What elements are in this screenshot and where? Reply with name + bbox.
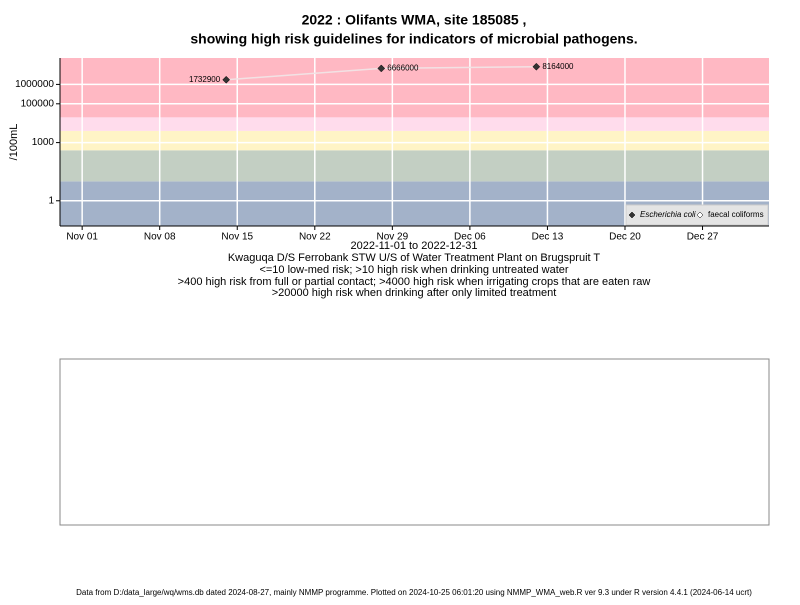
data-label: 8164000 bbox=[542, 62, 574, 71]
data-point bbox=[532, 62, 541, 71]
note: <=10 low-med risk; >10 high risk when dr… bbox=[259, 264, 568, 276]
risk-band bbox=[60, 150, 769, 182]
x-tick-label: Nov 01 bbox=[66, 232, 98, 243]
x-tick-label: Nov 29 bbox=[377, 232, 409, 243]
legend-marker bbox=[696, 211, 704, 219]
x-tick-label: Nov 22 bbox=[299, 232, 331, 243]
y-axis-label: /100mL bbox=[8, 124, 20, 161]
y-tick-label: 1000000 bbox=[15, 79, 54, 90]
x-tick-label: Dec 27 bbox=[687, 232, 719, 243]
note: >20000 high risk when drinking after onl… bbox=[272, 287, 557, 299]
legend-marker bbox=[628, 211, 636, 219]
y-tick-label: 1 bbox=[48, 195, 54, 206]
data-point bbox=[377, 64, 386, 73]
x-tick-label: Dec 13 bbox=[532, 232, 564, 243]
data-point bbox=[222, 75, 231, 84]
x-tick-label: Nov 08 bbox=[144, 232, 176, 243]
data-label: 1732900 bbox=[189, 75, 221, 84]
y-tick-label: 1000 bbox=[32, 137, 55, 148]
risk-band bbox=[60, 117, 769, 131]
note: Kwaguqa D/S Ferrobank STW U/S of Water T… bbox=[228, 252, 601, 264]
footer: Data from D:/data_large/wq/wms.db dated … bbox=[76, 588, 752, 597]
chart-title: showing high risk guidelines for indicat… bbox=[190, 31, 637, 47]
legend-label: faecal coliforms bbox=[708, 210, 764, 219]
legend-label: Escherichia coli bbox=[640, 210, 696, 219]
data-label: 6666000 bbox=[387, 64, 419, 73]
x-tick-label: Dec 20 bbox=[609, 232, 641, 243]
chart-title: 2022 : Olifants WMA, site 185085 , bbox=[302, 12, 527, 28]
x-tick-label: Dec 06 bbox=[454, 232, 486, 243]
y-tick-label: 100000 bbox=[21, 98, 55, 109]
x-tick-label: Nov 15 bbox=[221, 232, 253, 243]
empty-panel bbox=[59, 358, 770, 526]
x-axis-label: 2022-11-01 to 2022-12-31 bbox=[350, 240, 477, 252]
risk-band bbox=[60, 130, 769, 151]
note: >400 high risk from full or partial cont… bbox=[178, 276, 651, 288]
